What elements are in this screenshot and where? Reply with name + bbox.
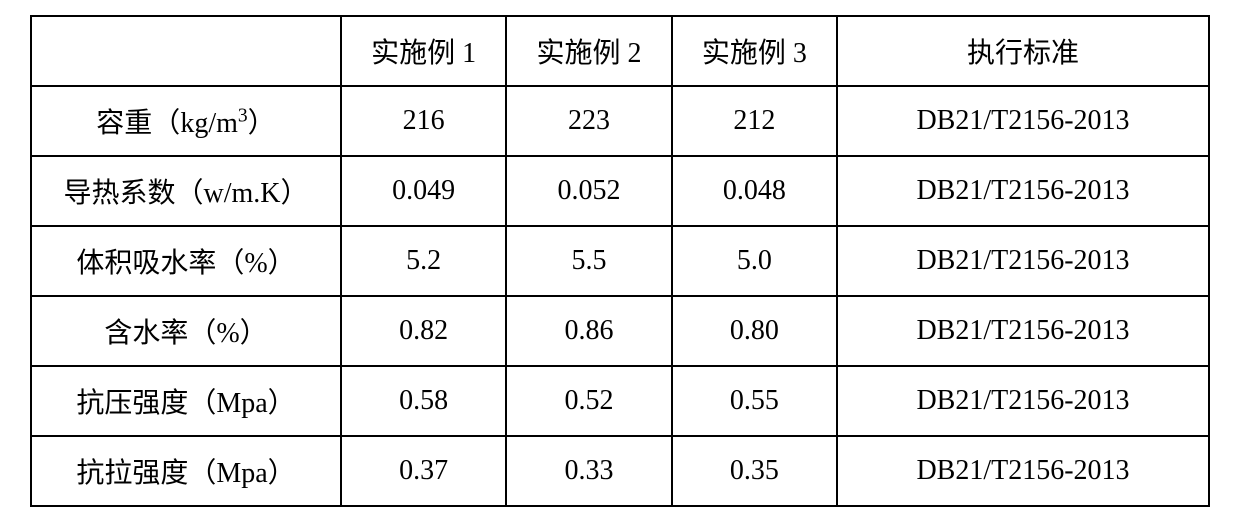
cell-ex1: 5.2 xyxy=(341,226,506,296)
header-label xyxy=(31,16,341,86)
cell-ex1: 0.37 xyxy=(341,436,506,506)
cell-ex3: 0.80 xyxy=(672,296,837,366)
row-label: 含水率（%） xyxy=(31,296,341,366)
row-label: 抗拉强度（Mpa） xyxy=(31,436,341,506)
row-label: 抗压强度（Mpa） xyxy=(31,366,341,436)
cell-ex3: 212 xyxy=(672,86,837,156)
cell-ex1: 0.82 xyxy=(341,296,506,366)
cell-ex3: 0.35 xyxy=(672,436,837,506)
table-body: 容重（kg/m3） 216 223 212 DB21/T2156-2013 导热… xyxy=(31,86,1209,506)
table-row: 抗压强度（Mpa） 0.58 0.52 0.55 DB21/T2156-2013 xyxy=(31,366,1209,436)
cell-ex2: 5.5 xyxy=(506,226,671,296)
cell-std: DB21/T2156-2013 xyxy=(837,366,1209,436)
table-header-row: 实施例 1 实施例 2 实施例 3 执行标准 xyxy=(31,16,1209,86)
header-ex1: 实施例 1 xyxy=(341,16,506,86)
cell-ex1: 216 xyxy=(341,86,506,156)
cell-ex2: 0.86 xyxy=(506,296,671,366)
cell-ex2: 0.52 xyxy=(506,366,671,436)
cell-ex3: 0.55 xyxy=(672,366,837,436)
table-row: 导热系数（w/m.K） 0.049 0.052 0.048 DB21/T2156… xyxy=(31,156,1209,226)
header-std: 执行标准 xyxy=(837,16,1209,86)
data-table-wrapper: 实施例 1 实施例 2 实施例 3 执行标准 容重（kg/m3） 216 223… xyxy=(30,15,1210,507)
cell-std: DB21/T2156-2013 xyxy=(837,86,1209,156)
data-table: 实施例 1 实施例 2 实施例 3 执行标准 容重（kg/m3） 216 223… xyxy=(30,15,1210,507)
table-row: 容重（kg/m3） 216 223 212 DB21/T2156-2013 xyxy=(31,86,1209,156)
cell-ex3: 5.0 xyxy=(672,226,837,296)
row-label: 容重（kg/m3） xyxy=(31,86,341,156)
cell-ex1: 0.049 xyxy=(341,156,506,226)
cell-std: DB21/T2156-2013 xyxy=(837,436,1209,506)
cell-std: DB21/T2156-2013 xyxy=(837,296,1209,366)
row-label: 导热系数（w/m.K） xyxy=(31,156,341,226)
table-row: 抗拉强度（Mpa） 0.37 0.33 0.35 DB21/T2156-2013 xyxy=(31,436,1209,506)
cell-std: DB21/T2156-2013 xyxy=(837,226,1209,296)
table-row: 体积吸水率（%） 5.2 5.5 5.0 DB21/T2156-2013 xyxy=(31,226,1209,296)
table-row: 含水率（%） 0.82 0.86 0.80 DB21/T2156-2013 xyxy=(31,296,1209,366)
cell-ex1: 0.58 xyxy=(341,366,506,436)
cell-std: DB21/T2156-2013 xyxy=(837,156,1209,226)
cell-ex3: 0.048 xyxy=(672,156,837,226)
cell-ex2: 0.33 xyxy=(506,436,671,506)
cell-ex2: 223 xyxy=(506,86,671,156)
cell-ex2: 0.052 xyxy=(506,156,671,226)
header-ex2: 实施例 2 xyxy=(506,16,671,86)
row-label: 体积吸水率（%） xyxy=(31,226,341,296)
header-ex3: 实施例 3 xyxy=(672,16,837,86)
